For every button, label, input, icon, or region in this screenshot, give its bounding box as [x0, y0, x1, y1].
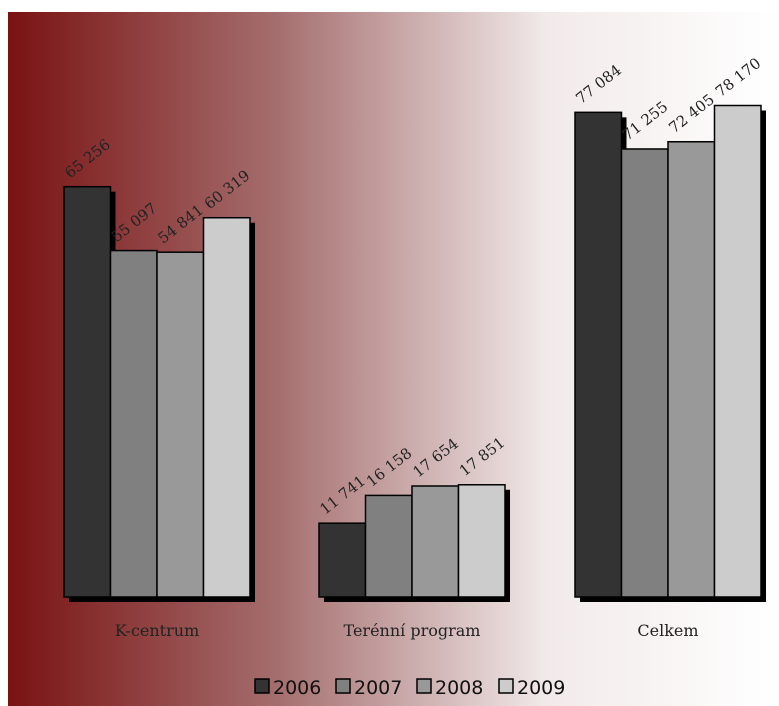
- bar-2009-2: [713, 104, 762, 598]
- bar-2008-2: [667, 140, 716, 598]
- category-label: Celkem: [637, 621, 698, 640]
- legend-swatch: [416, 678, 432, 694]
- legend-label: 2006: [273, 677, 321, 699]
- bar-2007-2: [620, 148, 669, 598]
- legend-label: 2009: [517, 677, 565, 699]
- bar-2008-0: [156, 251, 205, 598]
- bar-2009-1: [457, 484, 506, 598]
- legend-swatch: [254, 678, 270, 694]
- bar-2007-1: [364, 494, 413, 598]
- bars-layer: [63, 104, 766, 602]
- bar-2007-0: [109, 249, 158, 598]
- category-label: K-centrum: [115, 621, 199, 640]
- bar-2006-2: [574, 111, 623, 598]
- bar-2009-0: [202, 216, 251, 598]
- bar-2008-1: [411, 485, 460, 598]
- legend-swatch: [498, 678, 514, 694]
- category-label: Terénní program: [344, 621, 481, 640]
- legend: 2006 2007 2008 2009: [254, 677, 565, 699]
- legend-label: 2008: [435, 677, 483, 699]
- legend-swatch: [335, 678, 351, 694]
- legend-label: 2007: [354, 677, 402, 699]
- bar-2006-1: [318, 522, 367, 598]
- bar-2006-0: [63, 185, 112, 598]
